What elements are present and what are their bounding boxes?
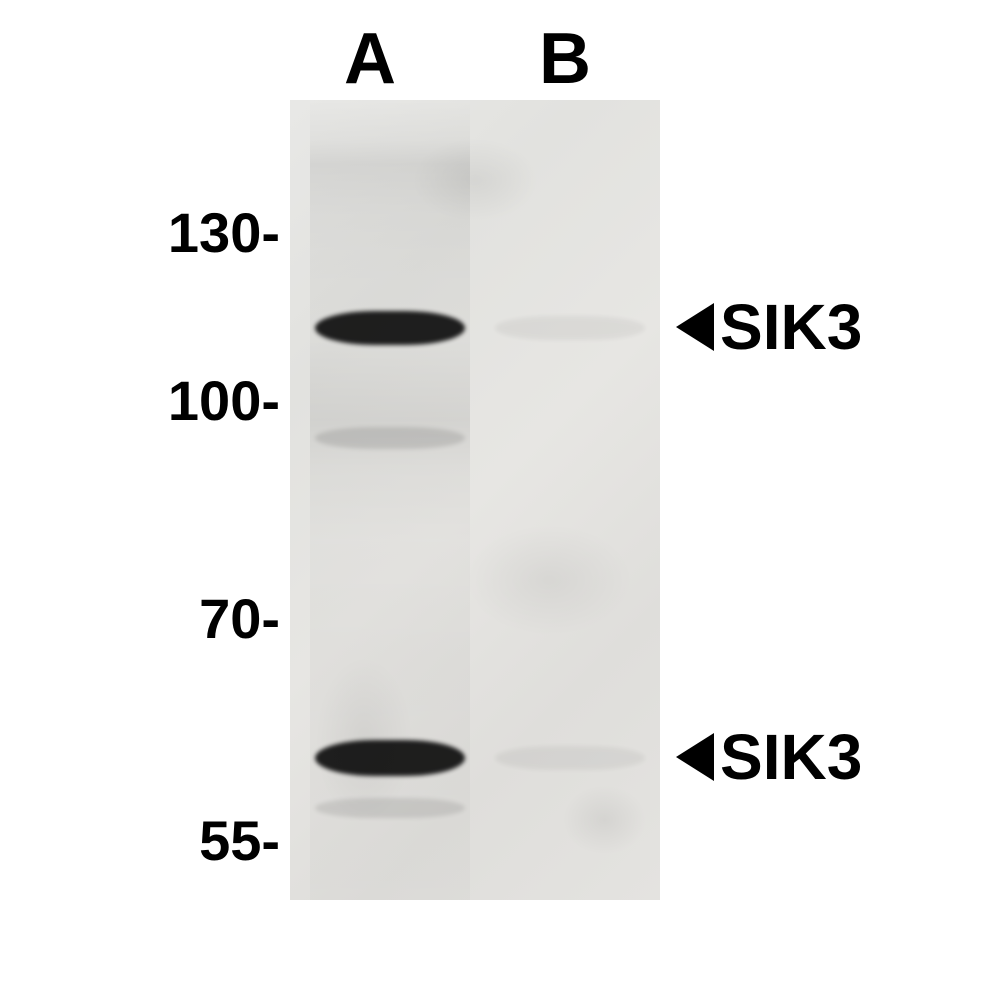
western-blot-figure: A B 130- 100- 70- 55- SIK3 SIK3 <box>0 0 1000 1000</box>
lane-label-b: B <box>505 18 625 100</box>
blot-membrane <box>290 100 660 900</box>
sik3-upper-label-text: SIK3 <box>720 290 862 364</box>
sik3-lower-label: SIK3 <box>676 720 862 794</box>
mw-marker-55: 55- <box>140 808 280 873</box>
mw-marker-100: 100- <box>140 368 280 433</box>
band-faint-below55-A <box>315 798 465 818</box>
lane-label-a: A <box>310 18 430 100</box>
band-sik3-upper-A <box>315 311 465 345</box>
mw-marker-70: 70- <box>140 586 280 651</box>
sik3-upper-label: SIK3 <box>676 290 862 364</box>
sik3-lower-label-text: SIK3 <box>720 720 862 794</box>
band-sik3-lower-A <box>315 740 465 776</box>
band-sik3-lower-B-trace <box>495 746 645 770</box>
band-faint-mid-A <box>315 427 465 449</box>
sik3-upper-label-arrow-icon <box>676 303 714 351</box>
mw-marker-130: 130- <box>140 200 280 265</box>
band-sik3-upper-B-trace <box>495 316 645 340</box>
sik3-lower-label-arrow-icon <box>676 733 714 781</box>
lane-a-background-streak <box>310 100 470 900</box>
